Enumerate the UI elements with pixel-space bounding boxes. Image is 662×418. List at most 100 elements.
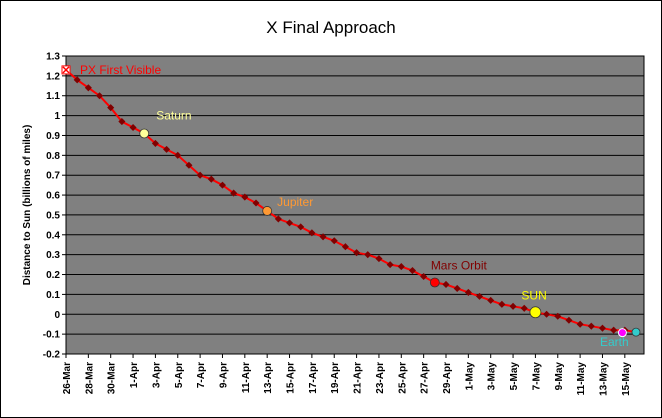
data-point (475, 292, 484, 300)
data-point (487, 296, 495, 304)
data-point (241, 193, 249, 201)
data-point (107, 104, 115, 112)
y-tick-label: 0.1 (46, 290, 60, 301)
annotation-label: Earth (600, 335, 629, 349)
data-point (364, 251, 372, 259)
data-point (610, 326, 618, 334)
x-tick-label: 13-Apr (263, 362, 274, 394)
y-tick-label: 0.9 (46, 131, 60, 142)
x-tick-label: 27-Apr (420, 362, 431, 394)
y-tick-label: 0.8 (46, 151, 60, 162)
x-tick-label: 30-Mar (107, 362, 118, 394)
y-tick-label: 1.2 (46, 71, 60, 82)
data-point (185, 161, 193, 169)
data-point (386, 261, 394, 269)
x-tick-label: 19-Apr (330, 362, 341, 394)
data-point (408, 267, 417, 275)
data-point (297, 223, 305, 231)
data-point (118, 118, 126, 126)
data-point (84, 84, 92, 92)
data-point (554, 312, 562, 320)
x-tick-label: 13-May (598, 362, 609, 396)
data-point (207, 175, 215, 183)
data-point (285, 219, 294, 227)
x-tick-label: 9-May (554, 362, 565, 391)
x-tick-label: 25-Apr (397, 362, 408, 394)
data-point (330, 237, 338, 245)
annotation-label: SUN (521, 288, 546, 302)
x-tick-label: 11-May (576, 362, 587, 396)
x-tick-label: 15-Apr (286, 362, 297, 394)
y-tick-label: 0.2 (46, 270, 60, 281)
x-axis-ticks: 26-Mar 28-Mar 30-Mar 1-Apr 3-Apr 5-Apr 7-Apr 9-… (62, 354, 632, 396)
x-tick-label: 23-Apr (375, 362, 386, 394)
data-point (95, 92, 104, 100)
chart-title: X Final Approach (266, 18, 395, 37)
data-point (520, 304, 528, 312)
data-point (308, 229, 316, 237)
data-point (252, 199, 260, 207)
data-point (353, 249, 361, 257)
data-point (543, 310, 551, 318)
data-point (576, 320, 584, 328)
data-point (598, 324, 607, 332)
x-tick-label: 28-Mar (84, 362, 95, 394)
earth-approach-marker (617, 328, 627, 338)
plot-area (65, 55, 645, 355)
y-tick-label: 0.3 (46, 250, 60, 261)
data-point (129, 123, 137, 132)
annotation-marker (529, 306, 542, 319)
data-point (397, 263, 405, 271)
gridlines (66, 75, 644, 335)
annotations-group: PX First Visible Saturn Jupiter Mars Orbit S… (61, 63, 641, 349)
annotation-marker (139, 128, 150, 139)
data-point (509, 302, 517, 310)
annotation-label: Mars Orbit (431, 258, 488, 272)
y-axis-label: Distance to Sun (billions of miles) (22, 125, 33, 286)
data-point (442, 280, 450, 289)
annotation-label: Jupiter (277, 195, 313, 209)
y-tick-label: -0.2 (43, 350, 61, 361)
x-tick-label: 1-May (464, 362, 475, 391)
x-tick-label: 26-Mar (62, 362, 73, 394)
data-point (587, 322, 595, 330)
data-point (274, 215, 282, 223)
x-tick-label: 21-Apr (353, 362, 364, 394)
y-tick-label: 0 (54, 310, 60, 321)
x-tick-label: 17-Apr (308, 362, 319, 394)
x-tick-label: 7-May (531, 362, 542, 391)
y-tick-label: 0.5 (46, 210, 60, 221)
data-point (420, 272, 428, 281)
x-tick-label: 5-Apr (174, 362, 185, 388)
data-point (341, 243, 349, 251)
annotation-marker (631, 327, 641, 337)
data-point (230, 189, 238, 197)
annotation-marker (262, 206, 273, 216)
annotation-marker (429, 277, 440, 288)
x-tick-label: 3-Apr (151, 362, 162, 388)
data-point (218, 181, 227, 189)
x-tick-label: 15-May (621, 362, 632, 396)
data-point (151, 139, 159, 147)
data-point (319, 233, 327, 241)
x-tick-label: 9-Apr (218, 362, 229, 388)
y-axis-ticks: -0.2 -0.1 0 0.1 0.2 0.3 0.4 0.5 0.6 0.7 0.8 0.9 1 1.1… (43, 52, 66, 361)
y-tick-label: 0.7 (46, 171, 60, 182)
y-tick-label: 1.1 (46, 91, 60, 102)
y-tick-label: 0.6 (46, 191, 60, 202)
data-point (73, 76, 81, 84)
data-point (464, 288, 472, 296)
x-tick-label: 11-Apr (241, 362, 252, 393)
x-tick-label: 7-Apr (196, 362, 207, 388)
y-tick-label: 1.3 (46, 52, 60, 63)
annotation-label: PX First Visible (80, 63, 161, 77)
annotation-label: Saturn (156, 108, 191, 122)
data-point (453, 284, 461, 292)
start-marker-x (62, 66, 70, 74)
x-tick-label: 5-May (509, 362, 520, 391)
data-point (196, 171, 204, 179)
y-tick-label: 1 (54, 111, 60, 122)
x-tick-label: 3-May (487, 362, 498, 391)
data-point (174, 151, 182, 159)
